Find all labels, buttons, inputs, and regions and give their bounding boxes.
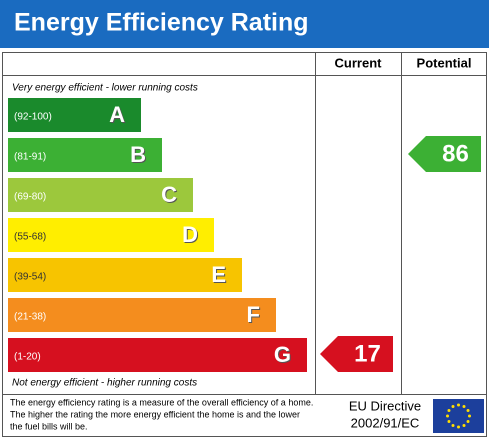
rating-value: 17 — [354, 340, 381, 367]
rating-arrow — [320, 336, 393, 372]
band — [8, 338, 307, 372]
band-letter: G — [274, 342, 291, 367]
rating-value: 86 — [442, 140, 469, 167]
footer-text: The higher the rating the more energy ef… — [10, 409, 300, 419]
eu-star — [451, 424, 455, 428]
eu-star — [451, 404, 455, 408]
band — [8, 178, 193, 212]
eu-star — [466, 420, 470, 423]
band-range: (55-68) — [14, 232, 46, 243]
band-letter-shadow: G — [275, 343, 292, 368]
band-letter-shadow: B — [131, 143, 147, 168]
eu-star — [446, 414, 449, 418]
footer-text: The energy efficiency rating is a measur… — [10, 397, 313, 407]
band-range: (92-100) — [14, 112, 52, 123]
title-bar — [0, 0, 489, 48]
eu-star — [447, 420, 451, 423]
band-letter: A — [109, 102, 125, 127]
band-letter: B — [130, 142, 146, 167]
band-letter-shadow: E — [212, 263, 227, 288]
bottom-note: Not energy efficient - higher running co… — [12, 378, 197, 389]
directive: EU Directive — [349, 398, 421, 413]
band-range: (81-91) — [14, 152, 46, 163]
eu-star — [466, 409, 470, 412]
band — [8, 298, 276, 332]
band-letter: E — [211, 262, 226, 287]
eu-star — [462, 424, 466, 428]
eu-star — [457, 425, 460, 429]
band-letter-shadow: C — [162, 183, 178, 208]
band-range: (1-20) — [14, 352, 41, 363]
band-range: (69-80) — [14, 192, 46, 203]
band — [8, 98, 141, 132]
band — [8, 218, 214, 252]
band-letter-shadow: D — [183, 223, 199, 248]
eu-star — [457, 403, 460, 407]
band-letter: D — [182, 222, 198, 247]
directive: 2002/91/EC — [351, 415, 420, 430]
band — [8, 138, 162, 172]
band-letter-shadow: F — [248, 303, 261, 328]
title: Energy Efficiency Rating — [14, 9, 309, 37]
band-letter-shadow: A — [110, 103, 126, 128]
band-range: (39-54) — [14, 272, 46, 283]
footer-text: the fuel bills will be. — [10, 421, 88, 431]
eu-star — [462, 404, 466, 408]
footer-frame — [2, 394, 487, 437]
column-header: Potential — [417, 55, 472, 70]
eu-stars — [446, 403, 471, 429]
column-header: Current — [335, 55, 383, 70]
band-letter: C — [161, 182, 177, 207]
eu-star — [468, 414, 471, 418]
top-note: Very energy efficient - lower running co… — [12, 83, 198, 94]
rating-arrow — [408, 136, 481, 172]
band — [8, 258, 242, 292]
eu-star — [447, 409, 451, 412]
band-letter: F — [247, 302, 260, 327]
band-range: (21-38) — [14, 312, 46, 323]
